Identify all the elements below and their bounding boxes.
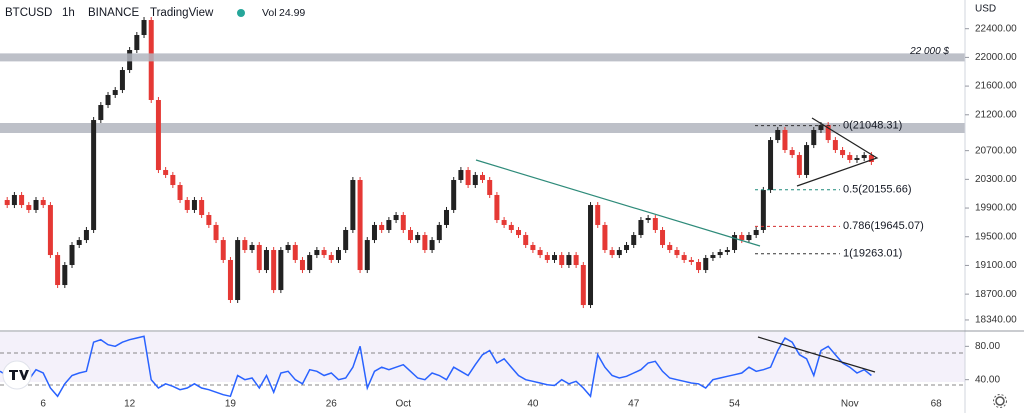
trendline (475, 159, 761, 247)
fib-label: 1(19263.01) (843, 248, 902, 260)
level-label: 22 000 $ (909, 46, 949, 57)
zone (0, 123, 965, 133)
currency: USD (975, 4, 996, 15)
x-tick-label: 6 (40, 399, 46, 410)
y-tick-label: 22000.00 (975, 52, 1017, 63)
x-tick-label: Nov (841, 399, 859, 410)
fib-label: 0.5(20155.66) (843, 184, 912, 196)
exchange: BINANCE (88, 7, 139, 19)
volume-value: 24.99 (279, 7, 305, 19)
y-tick-label: 22400.00 (975, 23, 1017, 34)
axes: 22400.00 22000.00 21600.00 21200.00 20700.00… (40, 23, 1017, 409)
x-tick-label: 47 (628, 399, 640, 410)
x-tick-label: 26 (326, 399, 338, 410)
y-tick-label: 19900.00 (975, 203, 1017, 214)
y-tick-label: 20700.00 (975, 145, 1017, 156)
symbol: BTCUSD (5, 7, 52, 19)
y-tick-label: 19500.00 (975, 231, 1017, 242)
fib-label: 0(21048.31) (843, 120, 902, 132)
interval: 1h (62, 7, 75, 19)
y-tick-label: 20300.00 (975, 174, 1017, 185)
volume-label: Vol (262, 7, 277, 19)
rsi-line (0, 335, 872, 398)
plot: 22 000 $ 0(21048.31) 0.5(20155.66) 0.786(19… (0, 17, 965, 398)
y-tick-label: 21200.00 (975, 109, 1017, 120)
tv-logo (2, 360, 32, 390)
x-tick-label: Oct (396, 399, 412, 410)
y-tick-label: 19100.00 (975, 260, 1017, 271)
rsi-trendline (757, 336, 876, 373)
y-tick-label: 18340.00 (975, 315, 1017, 326)
y-tick-label: 21600.00 (975, 81, 1017, 92)
y-tick-label: 18700.00 (975, 289, 1017, 300)
level-zone (0, 53, 965, 62)
x-tick-label: 54 (729, 399, 741, 410)
x-tick-label: 19 (225, 399, 237, 410)
triangle (796, 117, 879, 187)
fib-label: 0.786(19645.07) (843, 220, 924, 232)
y-tick-label: 40.00 (975, 374, 1000, 385)
platform: TradingView (150, 7, 214, 19)
x-tick-label: 68 (931, 399, 943, 410)
status-dot (237, 9, 245, 17)
settings-icon[interactable] (993, 394, 1007, 408)
y-tick-label: 80.00 (975, 341, 1000, 352)
x-tick-label: 12 (124, 399, 136, 410)
x-tick-label: 40 (527, 399, 539, 410)
